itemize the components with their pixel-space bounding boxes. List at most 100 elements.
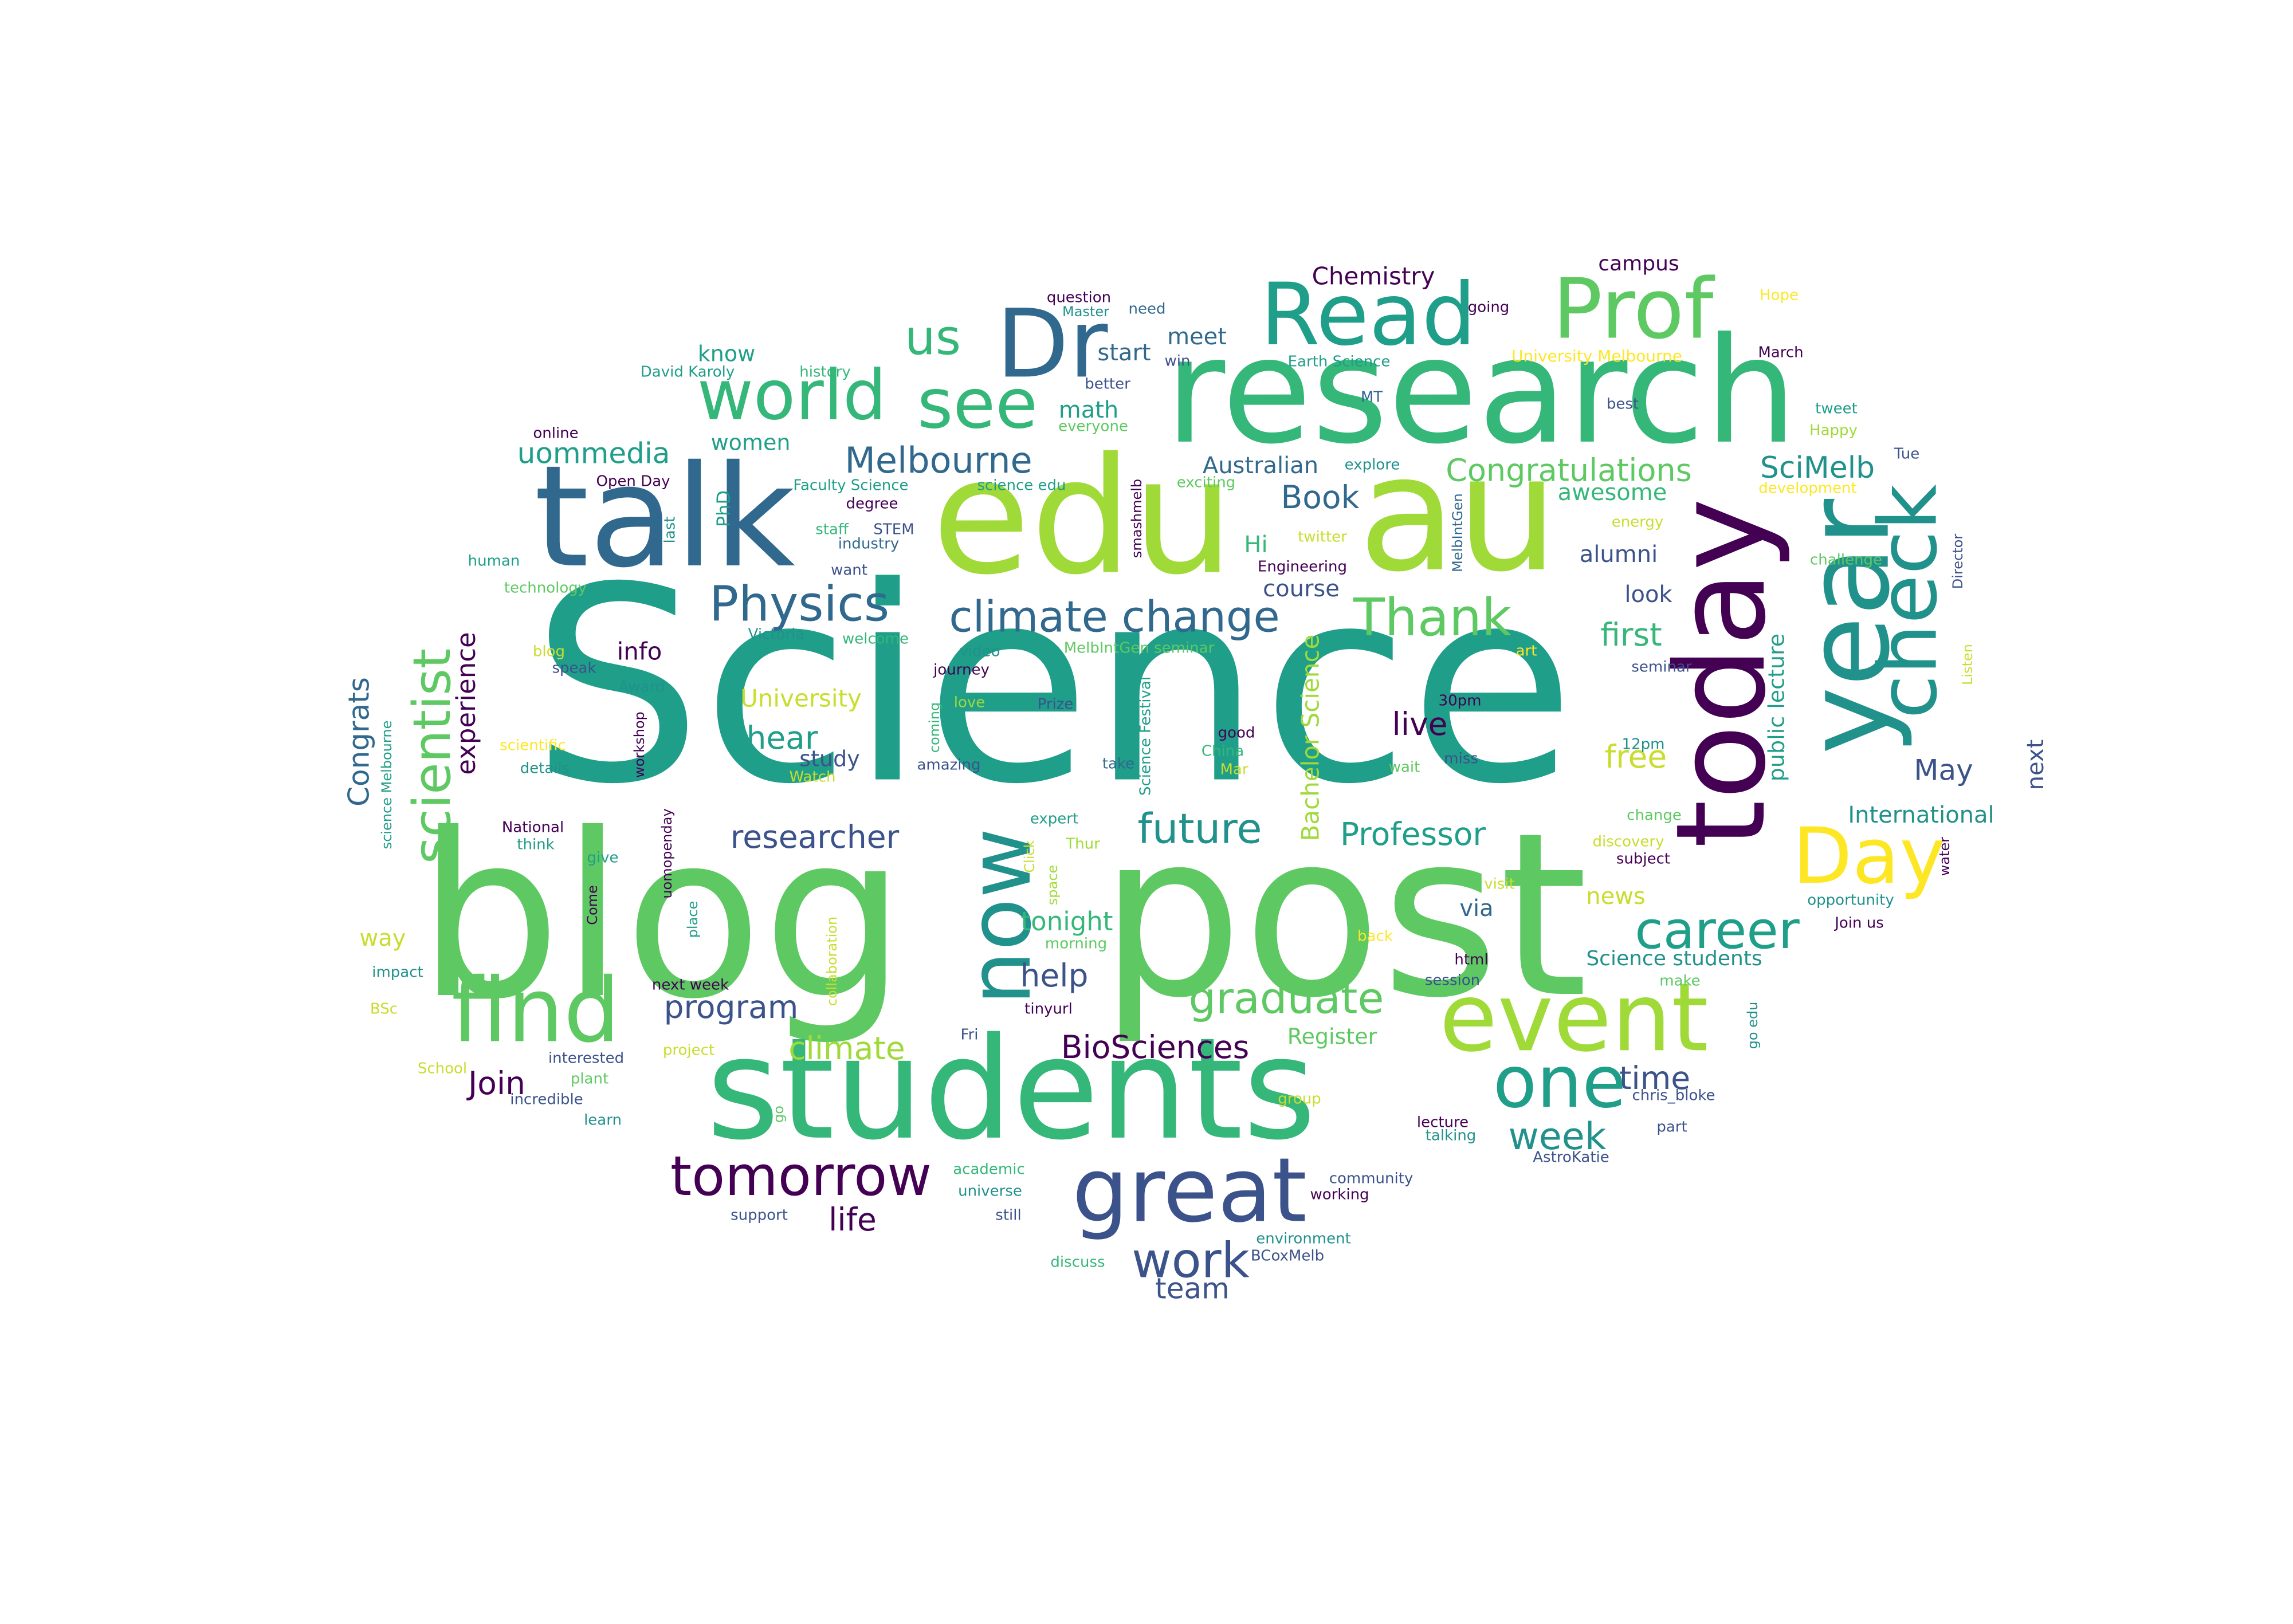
word-need: need — [1129, 301, 1166, 318]
word-thank: Thank — [1353, 588, 1511, 648]
word-degree: degree — [846, 496, 898, 513]
word-alumni: alumni — [1580, 541, 1658, 568]
word-now: now — [951, 828, 1050, 1005]
word-life: life — [829, 1201, 877, 1238]
word-university-melbourne: University Melbourne — [1511, 347, 1682, 365]
word-go: go — [771, 1106, 787, 1123]
word-university: University — [740, 685, 862, 713]
word-melbintgen-seminar: MelbIntGen seminar — [1064, 640, 1215, 657]
word-everyone: everyone — [1058, 418, 1128, 435]
word-incredible: incredible — [510, 1091, 583, 1108]
word-history: history — [799, 364, 850, 381]
word-world: world — [697, 356, 886, 436]
word-listen: Listen — [1960, 644, 1976, 685]
word-tomorrow: tomorrow — [670, 1145, 932, 1208]
word-workshop: workshop — [631, 711, 647, 778]
word-faculty-science: Faculty Science — [793, 477, 908, 494]
word-science: Science — [531, 530, 1575, 843]
word-hear: hear — [746, 719, 818, 756]
word-march: March — [1758, 344, 1803, 361]
word-discovery: discovery — [1593, 833, 1664, 851]
word-wait: wait — [1389, 759, 1420, 776]
word-professor: Professor — [1340, 816, 1486, 852]
word-development: development — [1758, 480, 1857, 497]
word-morning: morning — [1045, 935, 1107, 953]
word-love: love — [954, 694, 985, 711]
word-research: research — [1165, 306, 1797, 477]
word-check: check — [1862, 484, 1956, 719]
word-join: Join — [466, 1065, 525, 1102]
word-bachelor-science: Bachelor Science — [1297, 635, 1325, 842]
word-event: event — [1439, 962, 1709, 1072]
word-bcoxmelb: BCoxMelb — [1251, 1248, 1324, 1265]
word-public-lecture: public lecture — [1764, 634, 1789, 781]
word-smashmelb: smashmelb — [1129, 479, 1145, 558]
word-australian: Australian — [1203, 453, 1318, 479]
word-researcher: researcher — [731, 819, 900, 855]
word-victoria: Victoria — [748, 626, 805, 643]
word-want: want — [831, 562, 867, 579]
word-seminar: seminar — [1631, 659, 1692, 676]
word-open-day: Open Day — [596, 473, 670, 490]
word-good: good — [1218, 725, 1255, 742]
word-expert: expert — [1030, 811, 1078, 828]
word-tonight: tonight — [1021, 906, 1113, 937]
word-via: via — [1459, 895, 1493, 922]
word-help: help — [1020, 957, 1089, 994]
word-next: next — [2023, 740, 2049, 791]
word-one: one — [1493, 1041, 1627, 1124]
word-melbintgen: MelbIntGen — [1450, 493, 1466, 572]
word-opportunity: opportunity — [1807, 892, 1894, 909]
word-national: National — [502, 819, 564, 836]
word-details: details — [520, 760, 570, 777]
word-first: first — [1600, 616, 1662, 653]
word-prof: Prof — [1552, 261, 1715, 358]
word-us: us — [905, 309, 961, 366]
word-come: Come — [584, 885, 600, 925]
word-campus: campus — [1598, 252, 1679, 276]
word-stem: STEM — [873, 521, 914, 538]
word-energy: energy — [1612, 514, 1664, 531]
word-phd: PhD — [713, 490, 735, 527]
word-mt: MT — [1361, 389, 1383, 406]
word-congrats: Congrats — [343, 677, 376, 807]
word-speak: speak — [552, 660, 596, 677]
word-course: course — [1263, 576, 1340, 602]
word-interested: interested — [548, 1050, 624, 1067]
word-make: make — [1659, 973, 1700, 990]
word-register: Register — [1287, 1024, 1377, 1049]
word-blog: blog — [533, 643, 565, 660]
word-community: community — [1329, 1170, 1414, 1187]
word-welcome: welcome — [842, 631, 909, 648]
word-challenge: challenge — [1810, 552, 1882, 569]
word-tue: Tue — [1894, 446, 1919, 463]
word-fri: Fri — [961, 1027, 979, 1044]
word-see: see — [917, 365, 1038, 445]
word-china: China — [1202, 743, 1244, 760]
word-math: math — [1059, 397, 1119, 423]
word-science-festival: Science Festival — [1137, 677, 1155, 796]
word-book: Book — [1281, 479, 1360, 516]
word-miss: miss — [1444, 750, 1478, 768]
word-uommedia: uommedia — [517, 437, 670, 470]
word-go-edu: go edu — [1745, 1002, 1761, 1049]
word-support: support — [731, 1207, 788, 1224]
word-scimelb: SciMelb — [1760, 451, 1875, 485]
word-director: Director — [1950, 534, 1966, 589]
word-graduate: graduate — [1188, 973, 1384, 1024]
word-awesome: awesome — [1558, 479, 1667, 506]
word-take: take — [1102, 756, 1134, 773]
word-blog: blog — [418, 785, 906, 1049]
word-amazing: amazing — [917, 757, 980, 774]
word-tinyurl: tinyurl — [1024, 1001, 1073, 1018]
word-collaboration: collaboration — [824, 917, 840, 1006]
word-live: live — [1392, 706, 1448, 742]
word-free: free — [1605, 738, 1667, 775]
word-give: give — [587, 850, 618, 867]
word-program: program — [664, 989, 799, 1025]
word-art: art — [1516, 643, 1537, 660]
word-hi: Hi — [1244, 532, 1267, 558]
word-earth-science: Earth Science — [1288, 353, 1391, 371]
